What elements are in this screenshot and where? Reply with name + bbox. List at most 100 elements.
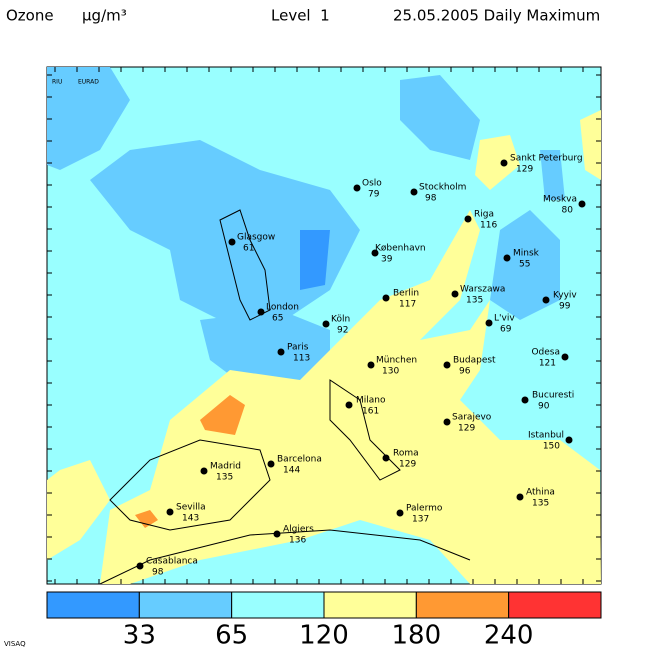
city-dot [257, 308, 265, 316]
city-dot [382, 454, 390, 462]
city-name: Minsk [513, 249, 540, 259]
city-dot [443, 418, 451, 426]
city-value: 80 [562, 206, 574, 216]
city-dot [516, 493, 524, 501]
legend-label: 120 [299, 621, 349, 650]
city-value: 69 [500, 325, 512, 335]
logo-right: EURAD [78, 79, 99, 86]
city-dot [542, 296, 550, 304]
unit: µg/m³ [82, 7, 127, 25]
legend-box [415, 591, 510, 619]
city-dot [443, 361, 451, 369]
city-name: Riga [474, 210, 494, 220]
city-name: Glasgow [237, 233, 275, 243]
legend-label: 180 [392, 621, 442, 650]
city-value: 117 [399, 300, 416, 310]
city-name: Algiers [283, 525, 314, 535]
logo-left: RIU [52, 79, 62, 86]
city-name: Roma [393, 449, 419, 459]
city-value: 144 [283, 466, 300, 476]
legend: 33 65 120 180 240 [46, 591, 602, 650]
city-name: Sarajevo [452, 413, 492, 423]
city-value: 65 [272, 314, 283, 324]
city-dot [353, 184, 361, 192]
city-dot [561, 353, 569, 361]
city-dot [367, 361, 375, 369]
city-value: 79 [368, 190, 380, 200]
city-value: 98 [425, 194, 437, 204]
city-name: Bucuresti [532, 391, 574, 401]
city-value: 135 [216, 473, 233, 483]
city-name: Berlin [393, 289, 419, 299]
city-value: 113 [293, 354, 310, 364]
city-dot [277, 348, 285, 356]
footer: VISAQ [4, 640, 26, 648]
city-name: Palermo [406, 504, 443, 514]
city-name: Moskva [543, 195, 577, 205]
city-value: 39 [381, 255, 393, 265]
city-name: København [375, 244, 426, 254]
legend-box [323, 591, 417, 619]
variable: Ozone [6, 7, 54, 25]
city-name: Athina [526, 488, 555, 498]
city-value: 129 [458, 424, 475, 434]
city-dot [382, 294, 390, 302]
city-dot [200, 467, 208, 475]
city-value: 99 [559, 302, 571, 312]
city-name: Paris [287, 343, 309, 353]
city-dot [322, 320, 330, 328]
city-dot [578, 200, 586, 208]
city-dot [485, 319, 493, 327]
city-value: 150 [543, 442, 560, 452]
city-dot [273, 530, 281, 538]
legend-label: 65 [215, 621, 248, 650]
city-name: Casablanca [146, 557, 198, 567]
city-value: 143 [182, 514, 199, 524]
city-name: Oslo [362, 179, 382, 189]
city-value: 135 [532, 499, 549, 509]
city-name: Sankt Peterburg [510, 154, 583, 164]
city-name: Madrid [210, 462, 241, 472]
map: RIU EURAD [46, 66, 602, 585]
city-name: Köln [331, 315, 350, 325]
city-dot [451, 290, 459, 298]
level: Level 1 [271, 7, 330, 25]
date-label: 25.05.2005 Daily Maximum [393, 7, 600, 25]
city-name: L'viv [494, 314, 515, 324]
city-dot [345, 401, 353, 409]
city-dot [371, 249, 379, 257]
city-dot [503, 254, 511, 262]
city-value: 130 [382, 367, 399, 377]
city-value: 55 [519, 260, 530, 270]
city-value: 135 [466, 296, 483, 306]
city-name: London [266, 303, 299, 313]
legend-label: 240 [484, 621, 534, 650]
city-name: Sevilla [176, 503, 206, 513]
legend-box [46, 591, 140, 619]
legend-box [508, 591, 602, 619]
city-name: Budapest [453, 356, 496, 366]
city-value: 129 [399, 460, 416, 470]
legend-label: 33 [123, 621, 156, 650]
legend-box [231, 591, 325, 619]
city-value: 96 [459, 367, 471, 377]
city-value: 98 [152, 568, 164, 578]
city-dot [500, 159, 508, 167]
city-name: Barcelona [277, 455, 322, 465]
city-dot [410, 188, 418, 196]
city-name: Odesa [531, 348, 560, 358]
city-name: Warszawa [460, 285, 505, 295]
city-value: 121 [539, 359, 556, 369]
city-value: 137 [412, 515, 429, 525]
city-dot [166, 508, 174, 516]
city-value: 129 [516, 165, 533, 175]
city-value: 90 [538, 402, 550, 412]
city-name: Istanbul [528, 431, 564, 441]
city-value: 161 [362, 407, 379, 417]
city-dot [565, 436, 573, 444]
city-dot [521, 396, 529, 404]
city-name: Kyyiv [553, 291, 577, 301]
city-dot [396, 509, 404, 517]
